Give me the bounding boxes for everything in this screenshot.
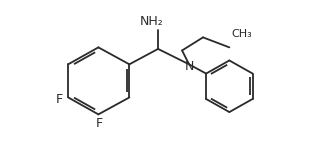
Text: F: F [96, 117, 103, 130]
Text: CH₃: CH₃ [232, 29, 252, 39]
Text: NH₂: NH₂ [140, 15, 164, 28]
Text: N: N [185, 60, 194, 73]
Text: F: F [56, 93, 63, 106]
